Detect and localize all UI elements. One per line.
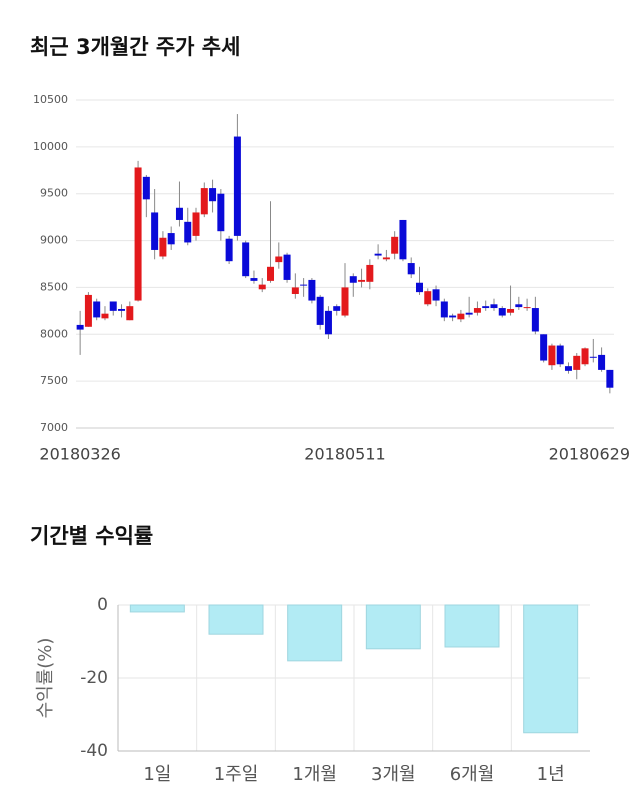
x-tick-label: 1년	[537, 764, 565, 785]
candle-body	[531, 308, 539, 332]
candle-body	[482, 306, 490, 309]
candle-body	[556, 345, 564, 365]
candle-body	[399, 219, 407, 260]
x-tick-label: 20180511	[304, 445, 385, 464]
x-tick-label: 3개월	[371, 764, 416, 785]
y-tick-label: -20	[80, 668, 108, 688]
candle-body	[333, 306, 341, 311]
y-tick-label: 8500	[40, 280, 68, 293]
y-tick-label: 8000	[40, 327, 68, 340]
candle-body	[242, 242, 250, 277]
x-tick-label: 20180326	[39, 445, 120, 464]
candle-body	[490, 304, 498, 309]
candle-body	[151, 212, 159, 250]
candle-body	[217, 193, 225, 232]
candle-body	[184, 221, 192, 243]
candle-body	[101, 313, 109, 319]
candle-body	[366, 264, 374, 282]
candle-body	[540, 334, 548, 361]
y-tick-label: 9000	[40, 234, 68, 247]
bar	[365, 604, 421, 650]
candle-body	[473, 308, 481, 313]
candle-body	[308, 279, 316, 301]
candle-body	[465, 312, 473, 315]
candle-body	[126, 306, 134, 321]
candle-body	[233, 136, 241, 236]
candle-body	[407, 263, 415, 275]
candle-body	[192, 212, 200, 236]
candle-body	[142, 176, 150, 200]
y-tick-label: 10500	[33, 93, 68, 106]
y-tick-label: -40	[80, 741, 108, 761]
chart-title: 기간별 수익률	[30, 524, 153, 548]
candle-body	[225, 238, 233, 262]
candle-body	[324, 310, 332, 335]
candle-body	[515, 304, 523, 308]
candle-body	[316, 296, 324, 325]
chart-title: 최근 3개월간 주가 추세	[30, 35, 240, 59]
candle-body	[564, 366, 572, 371]
x-tick-label: 1주일	[214, 764, 259, 785]
y-tick-label: 0	[97, 595, 108, 615]
y-axis-title: 수익률(%)	[35, 638, 56, 719]
candle-body	[523, 307, 531, 309]
y-tick-label: 7000	[40, 421, 68, 434]
candle-body	[358, 279, 366, 282]
candle-body	[283, 254, 291, 280]
y-tick-label: 7500	[40, 374, 68, 387]
candle-body	[250, 278, 258, 281]
candle-body	[118, 308, 126, 311]
candle-body	[432, 289, 440, 301]
candle-body	[457, 313, 465, 320]
candle-body	[134, 167, 142, 301]
candle-body	[589, 356, 597, 358]
candle-body	[300, 284, 308, 286]
candle-body	[581, 348, 589, 365]
candle-body	[507, 308, 515, 313]
candle-body	[382, 257, 390, 260]
candle-body	[391, 236, 399, 254]
candle-body	[548, 345, 556, 366]
x-tick-label: 1일	[143, 764, 171, 785]
bar	[287, 604, 343, 662]
candle-body	[349, 276, 357, 283]
candle-body	[498, 308, 506, 316]
candle-body	[209, 188, 217, 202]
candle-body	[606, 369, 614, 388]
bar	[208, 604, 264, 635]
candle-body	[200, 188, 208, 215]
bar	[444, 604, 500, 648]
candle-body	[341, 287, 349, 316]
bar	[129, 604, 185, 613]
candle-body	[109, 301, 117, 311]
candle-body	[415, 282, 423, 293]
candle-body	[267, 266, 275, 281]
bar	[523, 604, 579, 734]
candle-body	[84, 294, 92, 327]
candle-body	[175, 207, 183, 220]
x-tick-label: 1개월	[292, 764, 337, 785]
candle-body	[573, 355, 581, 370]
x-tick-label: 20180629	[549, 445, 630, 464]
candle-body	[275, 256, 283, 263]
candle-body	[93, 301, 101, 318]
candle-body	[291, 287, 299, 294]
y-tick-label: 9500	[40, 187, 68, 200]
candle-body	[424, 291, 432, 305]
candle-body	[440, 301, 448, 318]
candle-body	[159, 237, 167, 257]
candle-body	[374, 253, 382, 256]
candle-body	[76, 324, 84, 330]
candle-body	[449, 315, 457, 318]
candle-body	[167, 233, 175, 245]
y-tick-label: 10000	[33, 140, 68, 153]
candle-body	[258, 284, 266, 290]
candle-body	[598, 354, 606, 370]
x-tick-label: 6개월	[450, 764, 495, 785]
